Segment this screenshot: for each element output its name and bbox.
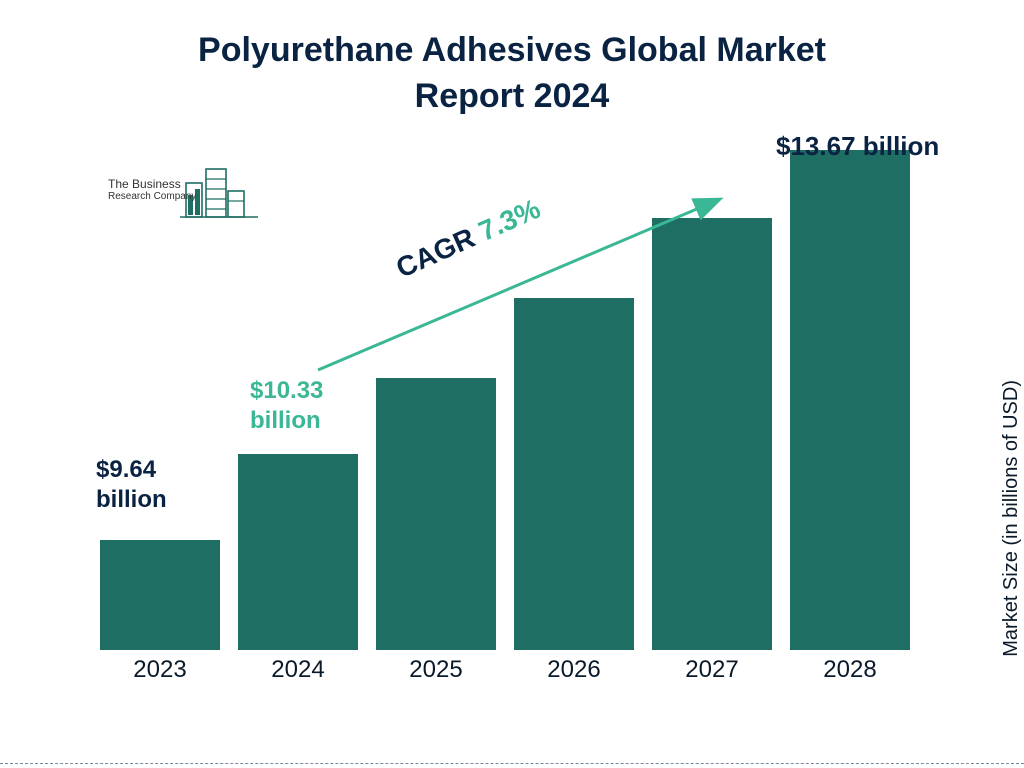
xlabel: 2026 <box>514 650 634 690</box>
xlabel: 2028 <box>790 650 910 690</box>
bar-2025 <box>376 378 496 650</box>
xlabel: 2023 <box>100 650 220 690</box>
cagr-annotation: CAGR 7.3% <box>308 190 738 390</box>
bar-2023 <box>100 540 220 650</box>
bottom-divider <box>0 763 1024 764</box>
title-line2: Report 2024 <box>415 77 610 115</box>
bar-slot <box>376 378 496 650</box>
x-axis-labels: 2023 2024 2025 2026 2027 2028 <box>90 650 920 690</box>
bar-slot <box>790 150 910 650</box>
y-axis-label: Market Size (in billions of USD) <box>1000 380 1023 657</box>
bar-2028 <box>790 150 910 650</box>
xlabel: 2027 <box>652 650 772 690</box>
bar-slot <box>100 540 220 650</box>
title-line1: Polyurethane Adhesives Global Market <box>198 31 826 69</box>
xlabel: 2025 <box>376 650 496 690</box>
chart-title: Polyurethane Adhesives Global Market Rep… <box>0 28 1024 120</box>
annotation-2023: $9.64 billion <box>96 455 167 515</box>
annot-2024-unit: billion <box>250 407 321 434</box>
bar-slot <box>238 454 358 650</box>
annot-2023-value: $9.64 <box>96 456 156 483</box>
annotation-2028: $13.67 billion <box>776 130 939 163</box>
xlabel: 2024 <box>238 650 358 690</box>
annot-2023-unit: billion <box>96 486 167 513</box>
bar-2024 <box>238 454 358 650</box>
